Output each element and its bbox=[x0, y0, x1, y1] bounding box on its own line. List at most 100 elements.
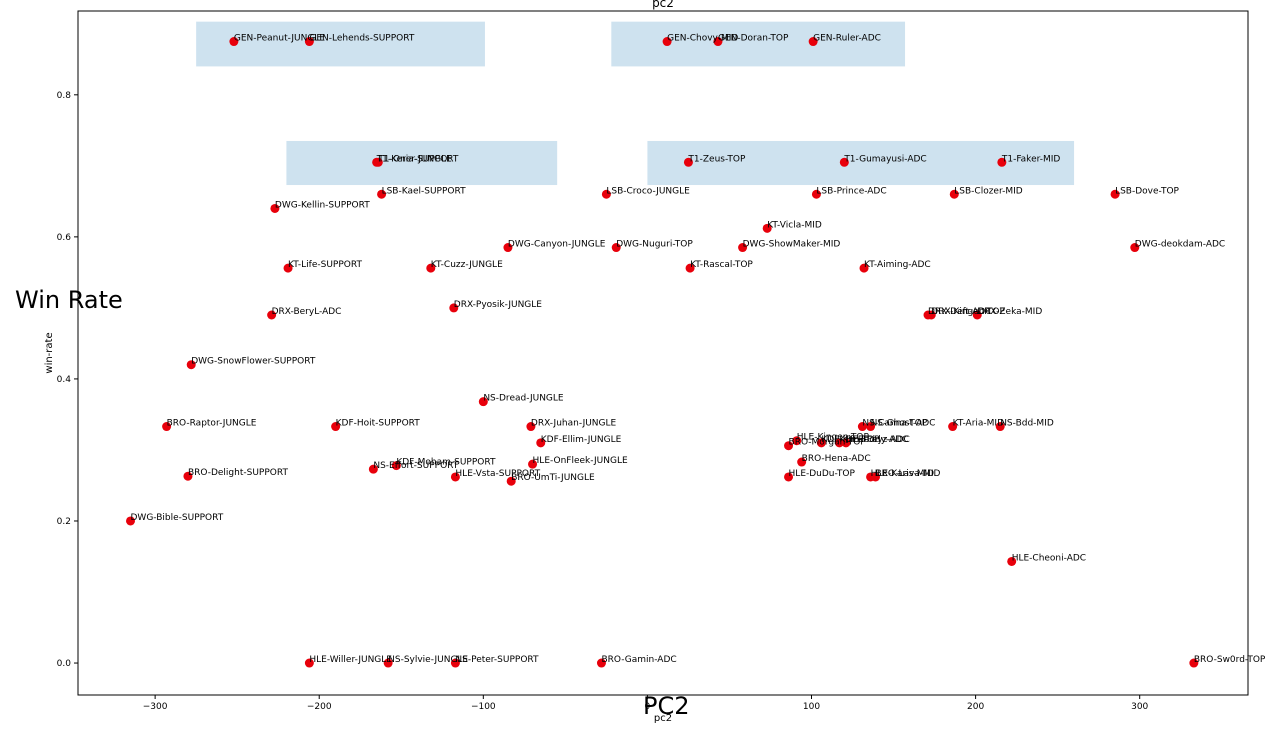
data-point bbox=[662, 37, 672, 47]
data-point bbox=[866, 422, 876, 432]
x-tick-label: 100 bbox=[803, 702, 820, 712]
data-point bbox=[997, 157, 1007, 167]
data-label: LSB-Dove-TOP bbox=[1115, 186, 1179, 196]
data-label: KT-Aiming-ADC bbox=[864, 260, 931, 270]
data-point bbox=[1130, 243, 1140, 253]
data-label: KT-Life-SUPPORT bbox=[288, 260, 362, 270]
data-label: DWG-deokdam-ADC bbox=[1135, 240, 1225, 250]
data-label: KDF-Teddy-ADC bbox=[839, 435, 908, 445]
data-label: GEN-Peanut-JUNGLE bbox=[234, 34, 325, 44]
data-label: NS-Peter-SUPPORT bbox=[455, 655, 539, 665]
data-label: HLE-Cheoni-ADC bbox=[1012, 553, 1086, 563]
data-label: BRO-Lava-MID bbox=[876, 469, 941, 479]
data-point bbox=[449, 303, 459, 313]
y-axis-label: win-rate bbox=[44, 332, 55, 373]
highlight-region bbox=[286, 140, 558, 186]
data-points bbox=[126, 37, 1199, 668]
data-label: NS-Effort-SUPPORT bbox=[373, 461, 458, 471]
data-point bbox=[784, 472, 794, 482]
data-label: T1-Gumayusi-ADC bbox=[843, 154, 926, 164]
data-point bbox=[186, 360, 196, 370]
data-label: LSB-Kael-SUPPORT bbox=[382, 186, 467, 196]
data-point bbox=[808, 37, 818, 47]
data-label: NS-Sylvie-JUNGLE bbox=[388, 655, 468, 665]
data-point bbox=[995, 422, 1005, 432]
data-label: KT-Cuzz-JUNGLE bbox=[431, 260, 503, 270]
data-label: HLE-Vsta-SUPPORT bbox=[455, 469, 540, 479]
data-point bbox=[126, 516, 136, 526]
data-point bbox=[426, 263, 436, 273]
data-point bbox=[611, 243, 621, 253]
data-point bbox=[871, 472, 881, 482]
data-point bbox=[162, 422, 172, 432]
data-point bbox=[1110, 189, 1120, 199]
data-point bbox=[683, 157, 693, 167]
data-point bbox=[450, 472, 460, 482]
chart-title: pc2 bbox=[652, 0, 674, 10]
data-point bbox=[331, 422, 341, 432]
data-label: DWG-Canyon-JUNGLE bbox=[508, 240, 606, 250]
data-label: BRO-UmTi-JUNGLE bbox=[511, 473, 595, 483]
y-tick-label: 0.4 bbox=[57, 375, 72, 385]
data-label: DWG-Nuguri-TOP bbox=[616, 240, 693, 250]
data-label: DRX-Pyosik-JUNGLE bbox=[454, 300, 543, 310]
data-label: LSB-Croco-JUNGLE bbox=[606, 186, 690, 196]
data-label: T1-Oner-JUNGLE bbox=[377, 154, 452, 164]
data-label: KT-Aria-MID bbox=[953, 419, 1004, 429]
data-label: NS-Ghost-ADC bbox=[871, 419, 936, 429]
data-label: KT-Vicla-MID bbox=[767, 220, 822, 230]
data-point bbox=[713, 37, 723, 47]
data-label: GEN-Doran-TOP bbox=[718, 34, 789, 44]
data-label: GEN-Chovy-MID bbox=[667, 34, 738, 44]
data-point bbox=[377, 189, 387, 199]
data-point bbox=[857, 422, 867, 432]
data-label: DWG-SnowFlower-SUPPORT bbox=[191, 357, 316, 367]
data-point bbox=[383, 658, 393, 668]
data-point bbox=[949, 189, 959, 199]
data-point bbox=[816, 438, 826, 448]
y-tick-label: 0.0 bbox=[57, 659, 72, 669]
overlay-x-axis-label: PC2 bbox=[643, 692, 690, 720]
data-label: T1-Zeus-TOP bbox=[687, 154, 746, 164]
data-label: DRX-BeryL-ADC bbox=[272, 307, 342, 317]
data-point bbox=[368, 464, 378, 474]
data-label: DRX-Zeka-MID bbox=[977, 307, 1042, 317]
data-label: NS-Canna-TOP bbox=[862, 419, 927, 429]
data-point bbox=[267, 310, 277, 320]
data-point bbox=[948, 422, 958, 432]
x-tick-label: −200 bbox=[307, 702, 332, 712]
axis-ticks: −300 −200 −100 0 100 200 300 0.0 0.2 0.4 0.6 0.8 bbox=[57, 91, 1149, 712]
data-point bbox=[762, 223, 772, 233]
data-point bbox=[811, 189, 821, 199]
data-label: BRO-Sw0rd-TOP bbox=[1194, 655, 1266, 665]
x-tick-label: −300 bbox=[143, 702, 168, 712]
data-label: T1-Keria-SUPPORT bbox=[376, 154, 459, 164]
data-label: GEN-Ruler-ADC bbox=[813, 34, 881, 44]
data-point bbox=[304, 37, 314, 47]
y-tick-label: 0.6 bbox=[57, 233, 72, 243]
data-point bbox=[536, 438, 546, 448]
highlight-region bbox=[611, 21, 906, 67]
data-label: DRX-Deft-ADC bbox=[928, 307, 992, 317]
data-label: BRO-Morgan-TOP bbox=[789, 438, 867, 448]
data-label: HLE-Karis-MID bbox=[871, 469, 935, 479]
y-tick-label: 0.8 bbox=[57, 91, 72, 101]
data-point bbox=[926, 310, 936, 320]
data-label: DWG-Kellin-SUPPORT bbox=[275, 200, 370, 210]
data-point bbox=[283, 263, 293, 273]
data-point bbox=[391, 461, 401, 471]
data-label: KDF-Kiin-TOP bbox=[821, 435, 880, 445]
data-point bbox=[506, 476, 516, 486]
data-point bbox=[229, 37, 239, 47]
highlight-regions bbox=[196, 21, 1075, 186]
data-label: LSB-Prince-ADC bbox=[816, 186, 886, 196]
data-point bbox=[528, 459, 538, 469]
overlay-y-axis-label: Win Rate bbox=[15, 286, 123, 314]
data-label: DRX-Kingen-TOP bbox=[931, 307, 1005, 317]
data-point bbox=[792, 436, 802, 446]
data-label: LSB-Clozer-MID bbox=[954, 186, 1022, 196]
data-label: DWG-ShowMaker-MID bbox=[743, 240, 841, 250]
data-point bbox=[478, 397, 488, 407]
x-axis-label: pc2 bbox=[654, 713, 672, 724]
